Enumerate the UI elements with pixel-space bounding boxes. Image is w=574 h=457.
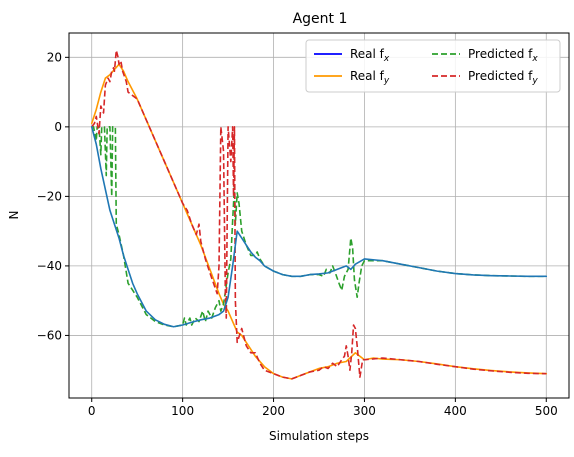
x-tick-label: 0 — [88, 404, 96, 418]
legend-entry-label: Predicted fx — [468, 47, 538, 64]
x-tick-label: 200 — [262, 404, 285, 418]
x-tick-label: 300 — [353, 404, 376, 418]
chart-title: Agent 1 — [293, 11, 348, 27]
data-series — [90, 49, 548, 380]
grid-lines — [69, 33, 569, 398]
y-tick-label: −20 — [37, 189, 62, 203]
legend-entry-label: Real fy — [350, 69, 390, 86]
y-tick-label: 0 — [54, 120, 62, 134]
y-axis-title: N — [7, 211, 21, 220]
legend: Real fx Real fy Predicted fx Predicted fy — [305, 39, 561, 93]
x-axis-title: Simulation steps — [269, 429, 369, 443]
x-tick-label: 400 — [444, 404, 467, 418]
y-tick-label: −60 — [37, 328, 62, 342]
y-tick-label: 20 — [47, 50, 62, 64]
y-tick-label: −40 — [37, 259, 62, 273]
legend-entry-label: Predicted fy — [468, 69, 538, 86]
plot-frame — [68, 32, 570, 399]
legend-entry-label: Real fx — [350, 47, 390, 64]
legend-box — [305, 39, 561, 93]
x-tick-label: 500 — [535, 404, 558, 418]
series-line-y-predicted — [91, 49, 547, 380]
x-tick-label: 100 — [171, 404, 194, 418]
series-line-x-real — [90, 126, 548, 328]
